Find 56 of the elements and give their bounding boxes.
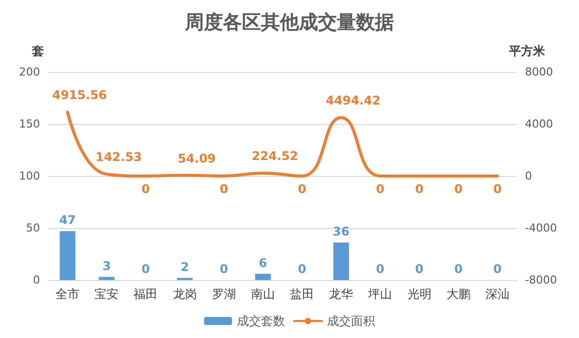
y-tick-label: 100 xyxy=(19,170,40,182)
data-label: 0 xyxy=(376,182,384,196)
data-label: 0 xyxy=(493,262,502,276)
y-tick-label: 50 xyxy=(26,222,40,234)
x-tick-label: 宝安 xyxy=(94,287,119,301)
data-label: 4494.42 xyxy=(326,94,380,108)
y2-axis-title: 平方米 xyxy=(508,44,546,58)
data-label: 0 xyxy=(493,182,502,196)
x-tick-label: 龙华 xyxy=(329,287,354,301)
y2-tick-label: -4000 xyxy=(525,222,557,234)
x-tick-label: 光明 xyxy=(407,287,432,301)
x-tick-label: 全市 xyxy=(56,287,80,301)
x-tick-label: 盐田 xyxy=(290,287,314,301)
data-label: 3 xyxy=(102,258,111,273)
legend-label: 成交面积 xyxy=(327,314,375,328)
data-label: 36 xyxy=(332,224,350,239)
y-tick-label: 200 xyxy=(19,66,40,78)
x-tick-label: 坪山 xyxy=(367,287,392,301)
data-label: 0 xyxy=(298,182,306,196)
chart-title: 周度各区其他成交量数据 xyxy=(184,12,394,34)
data-label: 0 xyxy=(142,262,150,276)
y2-tick-label: 8000 xyxy=(525,66,553,78)
data-label: 0 xyxy=(220,262,228,276)
y-tick-label: 150 xyxy=(19,118,40,130)
data-label: 0 xyxy=(415,182,424,196)
y2-tick-label: 4000 xyxy=(525,118,553,130)
data-label: 0 xyxy=(415,262,424,276)
bar xyxy=(98,276,114,280)
data-label: 224.52 xyxy=(252,149,298,164)
data-label: 47 xyxy=(59,213,76,228)
x-tick-label: 罗湖 xyxy=(212,287,236,301)
y2-tick-label: -8000 xyxy=(525,274,557,286)
data-label: 54.09 xyxy=(178,151,216,166)
bar xyxy=(255,274,271,280)
y-axis-title: 套 xyxy=(31,44,44,58)
bar xyxy=(333,242,349,280)
data-label: 0 xyxy=(220,182,228,196)
x-tick-label: 大鹏 xyxy=(446,287,470,301)
data-label: 0 xyxy=(454,182,463,196)
line-series xyxy=(66,110,499,178)
x-tick-label: 南山 xyxy=(250,287,275,301)
data-label: 0 xyxy=(376,262,384,276)
data-label: 0 xyxy=(298,262,306,276)
x-tick-label: 福田 xyxy=(134,287,158,301)
data-label: 142.53 xyxy=(95,150,142,164)
y2-tick-label: 0 xyxy=(525,170,532,182)
x-tick-label: 深汕 xyxy=(485,287,510,301)
data-label: 6 xyxy=(258,256,268,270)
x-tick-label: 龙岗 xyxy=(172,287,197,301)
data-label: 2 xyxy=(180,260,189,274)
data-label: 0 xyxy=(142,182,150,196)
data-label: 4915.56 xyxy=(52,88,107,102)
y-tick-label: 0 xyxy=(33,274,40,286)
legend-label: 成交套数 xyxy=(237,314,285,328)
data-label: 0 xyxy=(454,262,463,276)
bar xyxy=(60,231,76,280)
